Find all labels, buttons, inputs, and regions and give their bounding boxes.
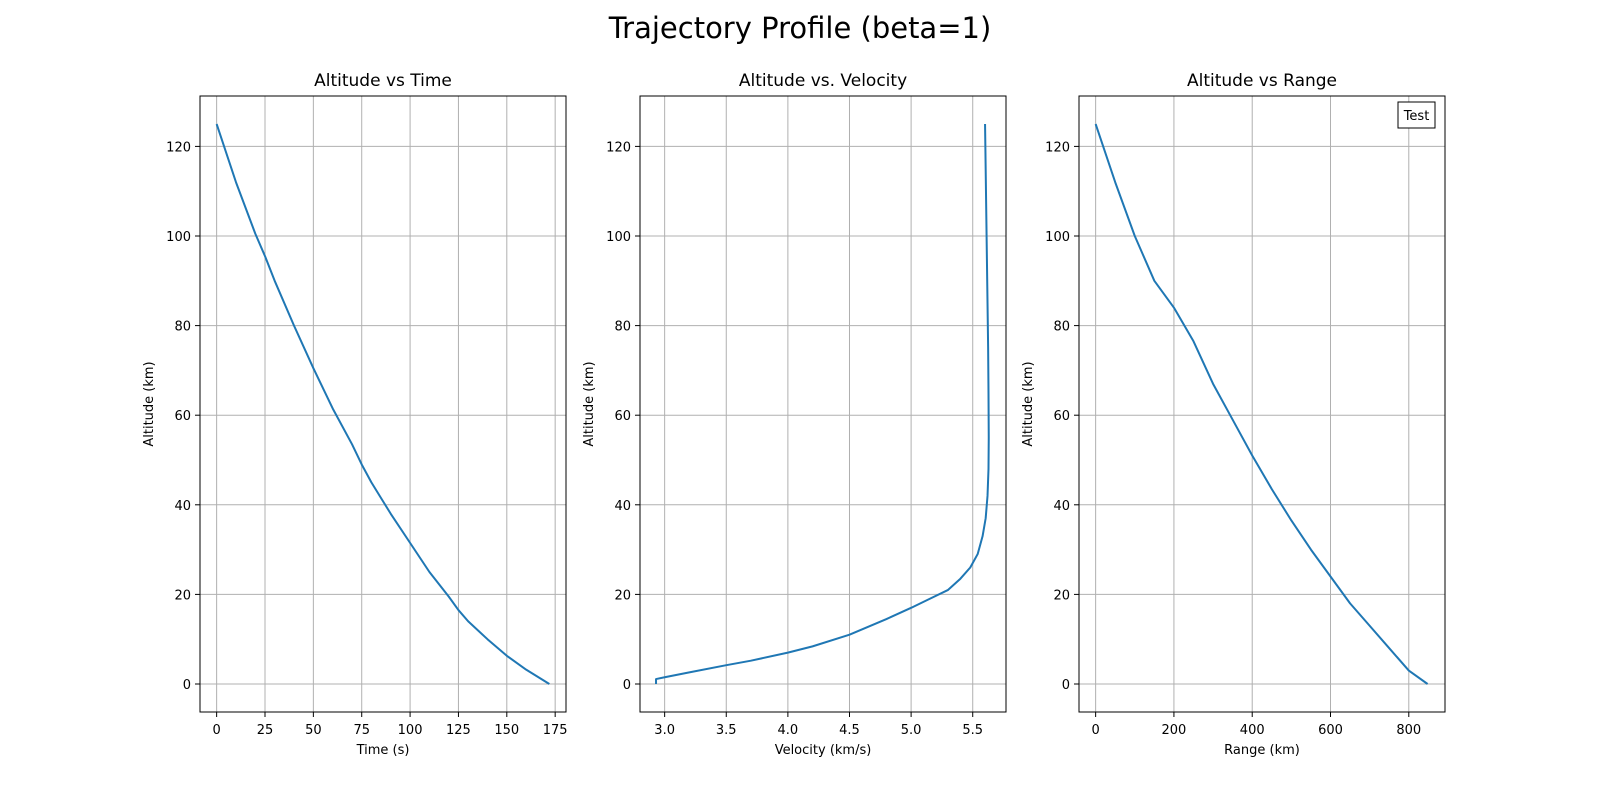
x-tick-label: 125 <box>446 723 471 738</box>
series-line-1 <box>655 123 990 684</box>
x-axis-label: Range (km) <box>1224 743 1300 758</box>
x-tick-label: 3.5 <box>716 723 737 738</box>
y-tick-label: 0 <box>623 678 631 693</box>
series-line-1 <box>1094 123 1429 685</box>
subplot-1: 0 25 50 75 100 125 150 175 0 20 40 60 80 100 120 Altitu… <box>142 71 568 758</box>
x-axis-label: Velocity (km/s) <box>775 743 872 758</box>
plot-frame <box>199 95 567 713</box>
x-tick-label: 4.0 <box>778 723 799 738</box>
legend-box <box>1397 101 1436 129</box>
x-tick-label: 100 <box>398 723 423 738</box>
figure-title: Trajectory Profile (beta=1) <box>608 11 992 45</box>
y-tick-label: 120 <box>166 140 191 155</box>
y-axis-label: Altitude (km) <box>582 361 597 446</box>
y-tick-label: 80 <box>174 320 191 335</box>
y-tick-label: 120 <box>1045 140 1070 155</box>
x-tick-label: 5.5 <box>962 723 983 738</box>
legend: Test <box>1397 101 1436 129</box>
x-tick-label: 600 <box>1318 723 1343 738</box>
x-tick-label: 3.0 <box>654 723 675 738</box>
y-tick-label: 40 <box>614 499 631 514</box>
x-tick-label: 400 <box>1240 723 1265 738</box>
x-tick-label: 75 <box>353 723 370 738</box>
x-tick-label: 25 <box>257 723 274 738</box>
legend-entry: Test <box>1403 109 1430 124</box>
subplots: 0 25 50 75 100 125 150 175 0 20 40 60 80 100 120 Altitu… <box>142 71 1446 758</box>
y-tick-label: 20 <box>1053 588 1070 603</box>
y-tick-label: 0 <box>183 678 191 693</box>
y-tick-label: 100 <box>166 230 191 245</box>
plot-frame <box>639 95 1007 713</box>
subplot-3: 0 200 400 600 800 0 20 40 60 80 100 120 Altitude vs … <box>1021 71 1446 758</box>
y-tick-label: 40 <box>1053 499 1070 514</box>
y-tick-label: 20 <box>614 588 631 603</box>
subplot-title: Altitude vs Time <box>314 71 452 91</box>
x-tick-label: 50 <box>305 723 322 738</box>
y-tick-label: 0 <box>1062 678 1070 693</box>
subplot-title: Altitude vs. Velocity <box>739 71 907 91</box>
y-tick-label: 40 <box>174 499 191 514</box>
x-tick-label: 200 <box>1162 723 1187 738</box>
y-tick-label: 80 <box>1053 320 1070 335</box>
x-axis-label: Time (s) <box>356 743 410 758</box>
y-tick-label: 120 <box>606 140 631 155</box>
plot-frame <box>1078 95 1446 713</box>
y-tick-label: 60 <box>614 409 631 424</box>
subplot-title: Altitude vs Range <box>1187 71 1337 91</box>
y-axis-label: Altitude (km) <box>142 361 157 446</box>
x-tick-label: 5.0 <box>901 723 922 738</box>
y-tick-label: 80 <box>614 320 631 335</box>
subplot-2: 3.0 3.5 4.0 4.5 5.0 5.5 0 20 40 60 80 100 120 Altitud… <box>582 71 1007 758</box>
y-tick-label: 60 <box>174 409 191 424</box>
x-tick-label: 150 <box>494 723 519 738</box>
series-line-1 <box>215 123 550 685</box>
y-tick-label: 100 <box>1045 230 1070 245</box>
y-axis-label: Altitude (km) <box>1021 361 1036 446</box>
x-tick-label: 0 <box>1091 723 1099 738</box>
y-tick-label: 20 <box>174 588 191 603</box>
y-tick-label: 60 <box>1053 409 1070 424</box>
y-tick-label: 100 <box>606 230 631 245</box>
x-tick-label: 4.5 <box>839 723 860 738</box>
x-tick-label: 800 <box>1396 723 1421 738</box>
x-tick-label: 0 <box>212 723 220 738</box>
x-tick-label: 175 <box>543 723 568 738</box>
